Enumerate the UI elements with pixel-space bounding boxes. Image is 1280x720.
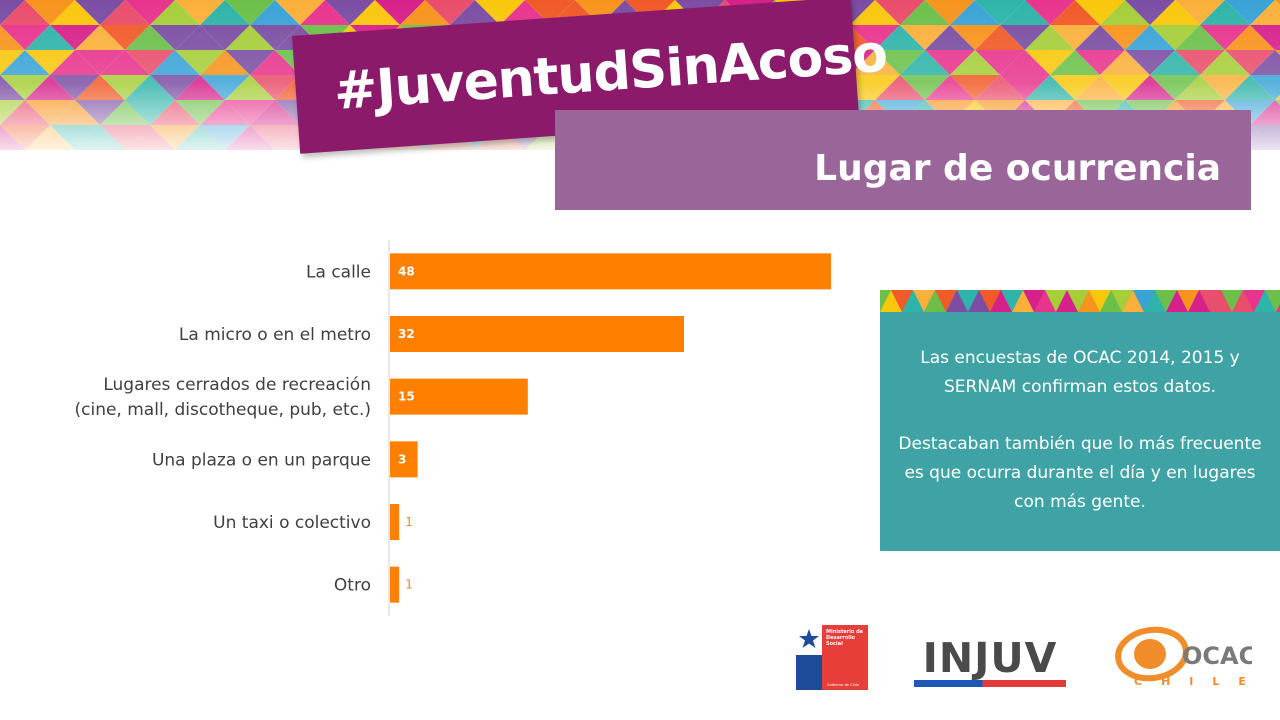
pattern-triangle bbox=[1012, 290, 1034, 312]
data-label: 3 bbox=[398, 452, 406, 466]
data-label: 48 bbox=[398, 264, 415, 278]
data-label: 15 bbox=[398, 390, 415, 404]
gob-footer: Gobierno de Chile bbox=[827, 683, 860, 687]
category-label: La micro o en el metro bbox=[179, 325, 371, 345]
bar bbox=[390, 378, 528, 415]
info-text: Las encuestas de OCAC 2014, 2015 y SERNA… bbox=[888, 344, 1272, 517]
pattern-triangle bbox=[1144, 290, 1166, 312]
pattern-triangle bbox=[1023, 290, 1045, 312]
info-panel: Las encuestas de OCAC 2014, 2015 y SERNA… bbox=[880, 290, 1280, 551]
pattern-triangle bbox=[946, 290, 968, 312]
info-paragraph-1: Las encuestas de OCAC 2014, 2015 y SERNA… bbox=[920, 348, 1240, 397]
pattern-triangle bbox=[1177, 290, 1199, 312]
info-triangle-strip bbox=[880, 290, 1280, 312]
data-label: 32 bbox=[398, 327, 415, 341]
gob-line-2: Desarrollo bbox=[826, 635, 856, 641]
bar-chart: 48 La calle 32 La micro o en el metro 15 Luga… bbox=[75, 240, 831, 616]
pattern-triangle bbox=[1188, 290, 1210, 312]
pattern-triangle bbox=[1254, 290, 1276, 312]
pattern-triangle bbox=[880, 290, 902, 312]
pattern-triangle bbox=[1045, 290, 1067, 312]
pattern-triangle bbox=[1232, 290, 1254, 312]
title-box: Lugar de ocurrencia bbox=[555, 110, 1251, 210]
pattern-triangle bbox=[1166, 290, 1188, 312]
pattern-triangle bbox=[902, 290, 924, 312]
pattern-triangle bbox=[935, 290, 957, 312]
pattern-triangle bbox=[1078, 290, 1100, 312]
pattern-triangle bbox=[1056, 290, 1078, 312]
data-label: 1 bbox=[405, 578, 413, 592]
pattern-triangle bbox=[924, 290, 946, 312]
injuv-logo-bar bbox=[914, 680, 1066, 687]
bar bbox=[390, 504, 400, 540]
bar bbox=[390, 253, 831, 290]
category-label: Un taxi o colectivo bbox=[213, 513, 371, 533]
pattern-triangle bbox=[968, 290, 990, 312]
pattern-triangle bbox=[1155, 290, 1177, 312]
pattern-triangle bbox=[1221, 290, 1243, 312]
pattern-triangle bbox=[891, 290, 913, 312]
ocac-eye-icon bbox=[1115, 626, 1189, 682]
pattern-triangle bbox=[1034, 290, 1056, 312]
pattern-triangle bbox=[1122, 290, 1144, 312]
pattern-triangle bbox=[1111, 290, 1133, 312]
pattern-triangle bbox=[990, 290, 1012, 312]
pattern-triangle bbox=[1265, 290, 1280, 312]
pattern-triangle bbox=[1210, 290, 1232, 312]
pattern-triangle bbox=[1067, 290, 1089, 312]
injuv-logo: INJUV bbox=[914, 634, 1066, 690]
pattern-triangle bbox=[957, 290, 979, 312]
pattern-triangle bbox=[1276, 304, 1280, 312]
pattern-triangle bbox=[1133, 290, 1155, 312]
gobierno-de-chile-logo: Ministerio de Desarrollo Social Gobierno… bbox=[796, 625, 868, 690]
category-label: Lugares cerrados de recreación bbox=[103, 375, 371, 395]
data-label: 1 bbox=[405, 515, 413, 529]
gob-line-1: Ministerio de bbox=[826, 629, 864, 635]
pattern-triangle bbox=[1001, 290, 1023, 312]
category-label: Otro bbox=[334, 576, 371, 596]
category-label: (cine, mall, discotheque, pub, etc.) bbox=[75, 400, 372, 420]
pattern-triangle bbox=[1199, 290, 1221, 312]
bar bbox=[390, 566, 400, 603]
ocac-pupil-icon bbox=[1134, 639, 1166, 669]
ocac-logo-text: OCAC bbox=[1182, 642, 1252, 670]
pattern-triangle bbox=[1243, 290, 1265, 312]
bar bbox=[390, 441, 418, 478]
pattern-triangle bbox=[1089, 290, 1111, 312]
gob-line-3: Social bbox=[826, 641, 843, 647]
pattern-triangle bbox=[913, 290, 935, 312]
info-paragraph-2: Destacaban también que lo más frecuente … bbox=[898, 434, 1262, 512]
ocac-logo-subtext: CHILE bbox=[1134, 675, 1252, 688]
bar bbox=[390, 316, 684, 352]
page-title: Lugar de ocurrencia bbox=[814, 148, 1221, 189]
category-label: La calle bbox=[306, 262, 371, 282]
category-label: Una plaza o en un parque bbox=[152, 450, 371, 470]
injuv-logo-text: INJUV bbox=[922, 634, 1058, 682]
pattern-triangle bbox=[979, 290, 1001, 312]
pattern-triangle bbox=[1100, 290, 1122, 312]
ocac-chile-logo: OCAC CHILE bbox=[1115, 626, 1252, 688]
